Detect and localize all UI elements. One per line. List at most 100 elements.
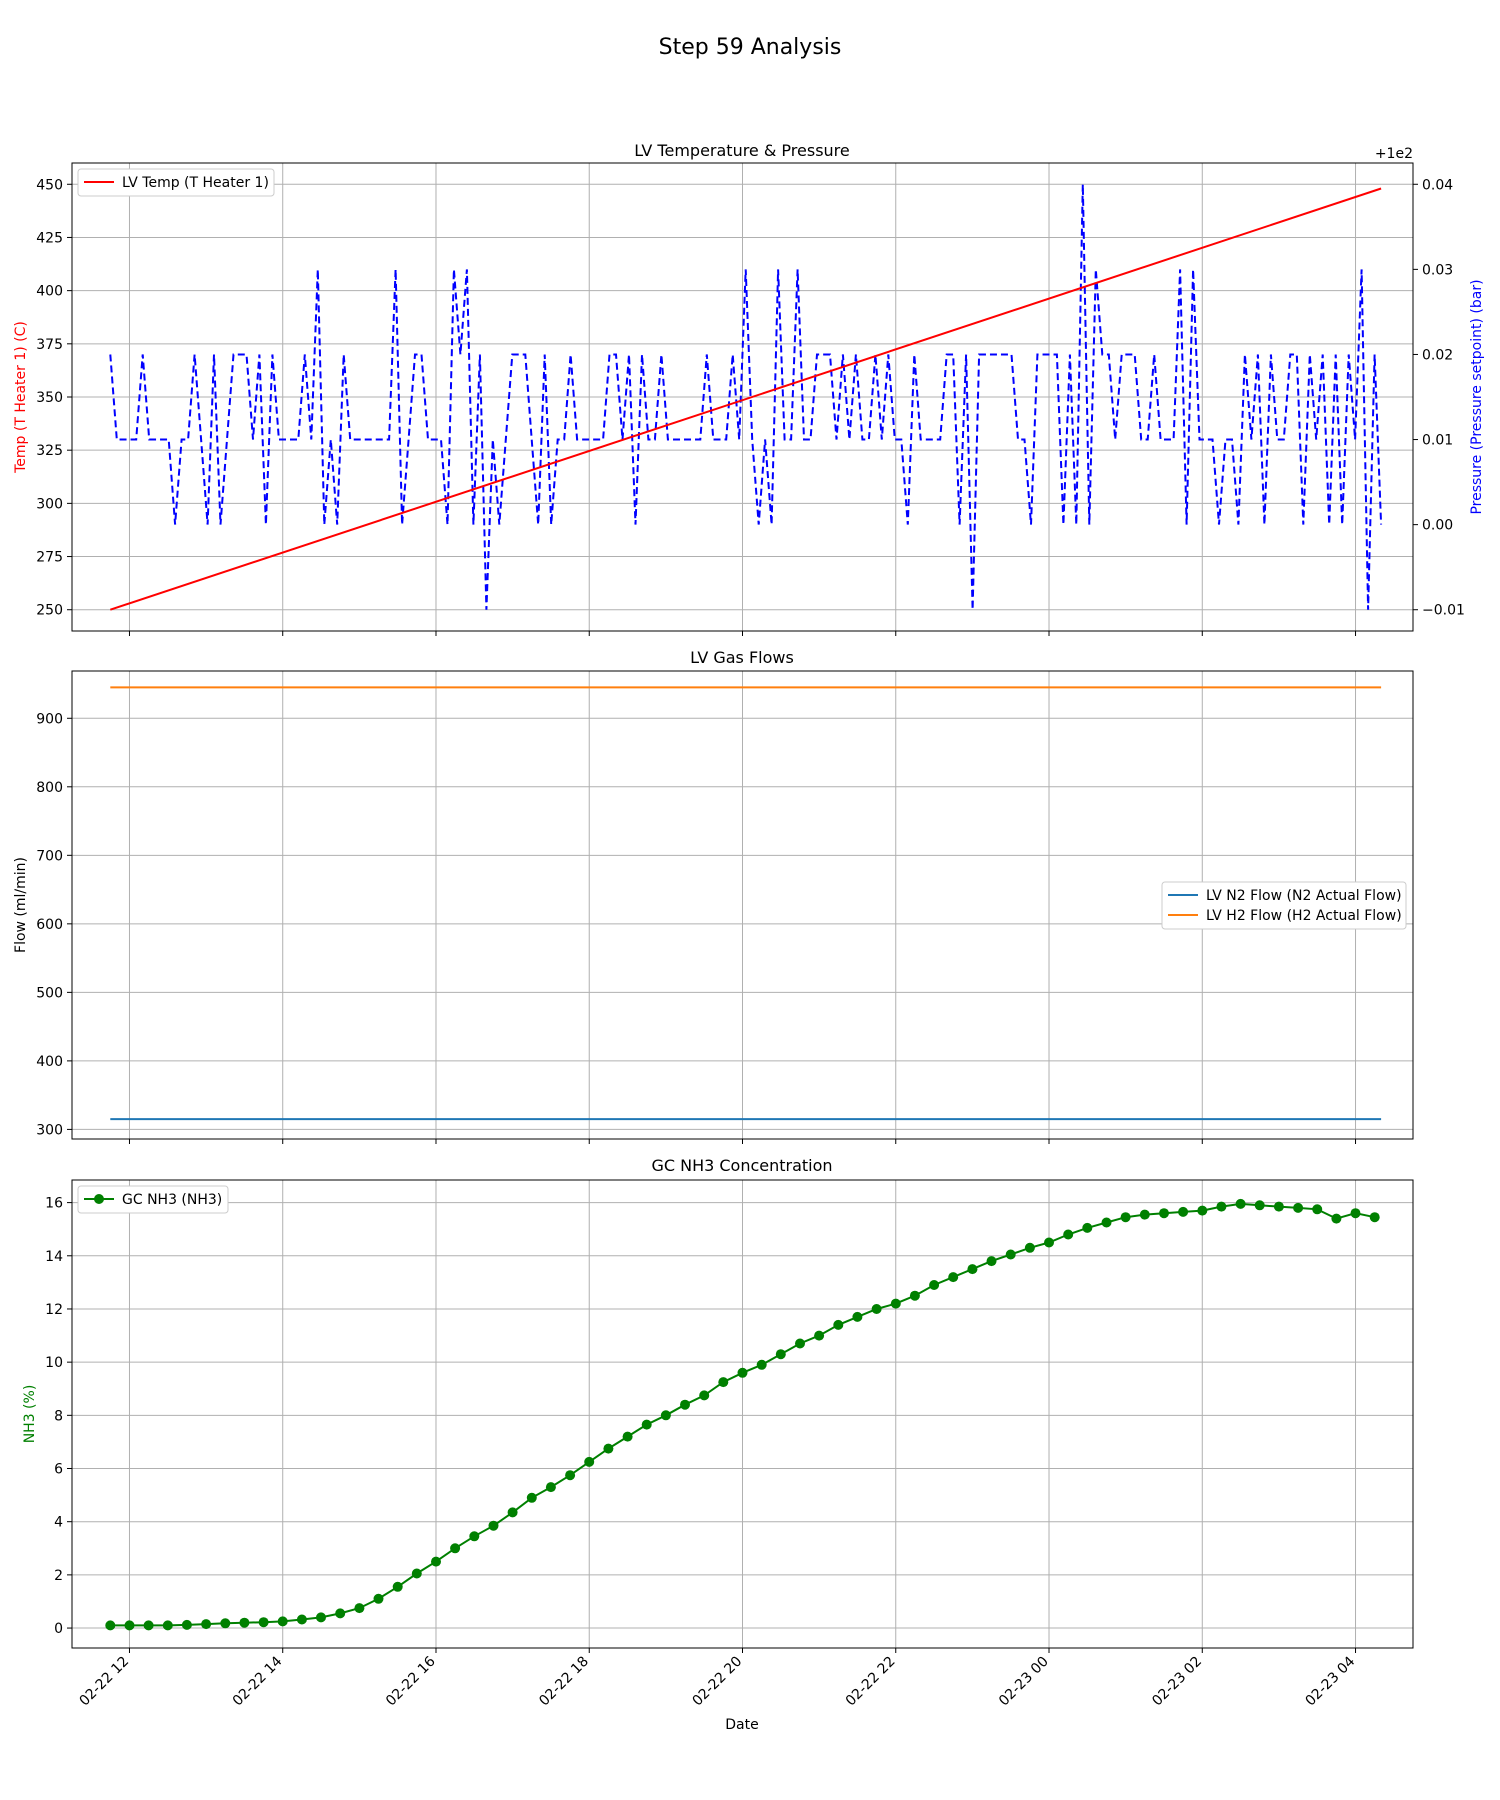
panel1-yticks: 250 275 300 325 350 375 400 425 450 (36, 177, 72, 619)
panel3-ytick-label-2: 4 (54, 1515, 63, 1531)
panel3-xtick-label-1: 02-22 14 (230, 1653, 286, 1709)
panel1-grid (72, 163, 1413, 631)
panel2-ylabel: Flow (ml/min) (13, 857, 29, 953)
nh3-point-33 (737, 1367, 748, 1378)
nh3-point-47 (1005, 1249, 1016, 1260)
nh3-point-13 (354, 1603, 365, 1614)
nh3-point-23 (545, 1482, 556, 1493)
panel2-title: LV Gas Flows (690, 648, 794, 667)
nh3-point-14 (373, 1593, 384, 1604)
nh3-point-24 (565, 1470, 576, 1481)
panel3-ytick-label-8: 16 (45, 1196, 63, 1212)
nh3-point-11 (316, 1612, 326, 1623)
panel2-xticks (128, 1139, 1357, 1144)
panel2-legend-label-h2: LV H2 Flow (H2 Actual Flow) (1206, 908, 1402, 924)
panel1-ytick-label-3: 325 (36, 443, 63, 459)
panel2-ytick-label-5: 800 (36, 780, 63, 796)
panel3-legend-box (77, 1185, 229, 1214)
nh3-point-38 (833, 1319, 844, 1330)
nh3-point-55 (1159, 1208, 1169, 1219)
panel3-xtick-label-7: 02-23 02 (1149, 1654, 1205, 1710)
nh3-point-16 (411, 1568, 422, 1579)
nh3-point-66 (1369, 1212, 1380, 1223)
nh3-point-45 (967, 1264, 978, 1275)
panel1-xticks (128, 631, 1357, 636)
nh3-point-17 (431, 1556, 441, 1567)
panel1-ytick-label-6: 400 (36, 284, 63, 300)
nh3-point-40 (871, 1304, 882, 1314)
panel2-legend-label-n2: LV N2 Flow (N2 Actual Flow) (1206, 888, 1402, 904)
panel1-ytick-label-4: 350 (36, 390, 63, 406)
nh3-point-53 (1120, 1212, 1131, 1223)
panel3-xtick-label-6: 02-23 00 (996, 1654, 1052, 1710)
panel3-yticks: 0 2 4 6 8 10 12 14 16 (45, 1196, 72, 1637)
panel1-offset-label: +1e2 (1375, 146, 1413, 162)
panel-nh3-concentration: GC NH3 Concentration 0 2 4 6 8 10 12 14 16 02-22… (22, 1156, 1414, 1733)
panel3-ytick-label-6: 12 (45, 1302, 63, 1318)
figure-title: Step 59 Analysis (659, 35, 842, 60)
nh3-point-4 (181, 1619, 192, 1630)
nh3-point-52 (1101, 1217, 1112, 1228)
nh3-point-64 (1331, 1213, 1342, 1224)
panel-temperature-pressure: LV Temperature & Pressure 250 275 300 325 35… (13, 141, 1485, 636)
panel1-ytick-label-0: 250 (36, 603, 63, 619)
panel3-ytick-label-7: 14 (45, 1249, 63, 1265)
panel3-ytick-label-1: 2 (54, 1568, 63, 1584)
panel1-legend-label: LV Temp (T Heater 1) (122, 175, 269, 191)
panel2-grid (72, 671, 1413, 1139)
panel2-ytick-label-4: 700 (36, 848, 63, 864)
nh3-point-29 (660, 1410, 671, 1421)
nh3-point-56 (1178, 1206, 1189, 1217)
panel1-ylabel: Temp (T Heater 1) (C) (13, 321, 29, 474)
nh3-point-7 (239, 1617, 250, 1628)
nh3-point-25 (584, 1456, 595, 1467)
panel3-xtick-label-5: 02-22 22 (843, 1654, 899, 1710)
nh3-point-27 (622, 1431, 633, 1442)
nh3-point-28 (641, 1419, 652, 1430)
panel1-ytick-right-label-0: −0.01 (1422, 603, 1465, 619)
panel3-series (105, 1198, 1380, 1631)
panel1-title: LV Temperature & Pressure (634, 141, 850, 160)
nh3-point-58 (1216, 1201, 1227, 1212)
panel1-ylabel-right: Pressure (Pressure setpoint) (bar) (1469, 279, 1485, 514)
panel-gas-flows: LV Gas Flows 300 400 500 600 700 800 900 Flow … (13, 648, 1414, 1144)
nh3-point-35 (775, 1349, 786, 1360)
temperature-line (109, 187, 1382, 611)
panel3-grid (72, 1180, 1413, 1648)
panel1-ytick-label-8: 450 (36, 177, 63, 193)
nh3-point-3 (162, 1620, 173, 1631)
panel3-xtick-label-0: 02-22 12 (76, 1654, 132, 1710)
nh3-point-1 (124, 1620, 135, 1631)
nh3-point-10 (296, 1614, 307, 1625)
nh3-point-43 (929, 1280, 940, 1290)
nh3-point-30 (680, 1399, 690, 1410)
nh3-point-22 (526, 1492, 537, 1503)
nh3-point-26 (603, 1443, 614, 1454)
nh3-point-57 (1197, 1205, 1208, 1216)
nh3-point-50 (1063, 1229, 1074, 1240)
nh3-point-36 (795, 1338, 805, 1349)
panel3-ytick-label-4: 8 (54, 1408, 63, 1424)
nh3-point-65 (1350, 1208, 1361, 1219)
nh3-point-9 (277, 1616, 288, 1627)
nh3-point-34 (756, 1359, 767, 1370)
panel1-ytick-right-label-4: 0.03 (1422, 262, 1453, 278)
nh3-point-39 (852, 1311, 863, 1322)
panel2-ytick-label-0: 300 (36, 1122, 63, 1138)
panel3-title: GC NH3 Concentration (651, 1156, 832, 1175)
panel1-ytick-label-5: 375 (36, 337, 63, 353)
pressure-line (109, 184, 1383, 610)
nh3-point-31 (699, 1390, 710, 1401)
panel1-ytick-right-label-3: 0.02 (1422, 347, 1453, 363)
panel3-xtick-label-3: 02-22 18 (536, 1654, 592, 1710)
nh3-point-5 (201, 1619, 212, 1630)
nh3-point-18 (450, 1543, 461, 1554)
panel2-legend: LV N2 Flow (N2 Actual Flow) LV H2 Flow (… (1161, 881, 1407, 930)
nh3-point-8 (258, 1617, 269, 1628)
nh3-point-49 (1044, 1237, 1054, 1248)
nh3-point-6 (220, 1618, 231, 1629)
panel2-series (110, 686, 1382, 1121)
panel3-legend-marker (94, 1194, 104, 1204)
panel1-ytick-right-label-2: 0.01 (1422, 433, 1453, 449)
panel2-legend-box (1161, 881, 1407, 930)
